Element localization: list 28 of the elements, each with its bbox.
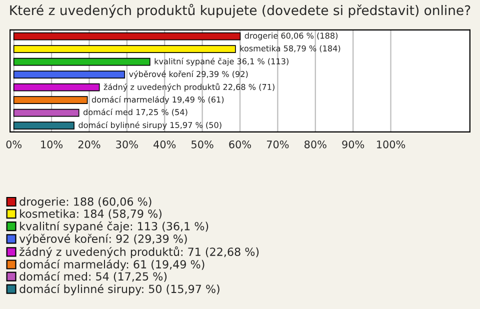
x-tick-label: 10% xyxy=(41,140,63,148)
data-label: výběrové koření 29,39 % (92) xyxy=(129,70,248,79)
x-tick-label: 40% xyxy=(154,140,176,148)
x-tick-label: 20% xyxy=(78,140,100,148)
data-label: kvalitní sypané čaje 36,1 % (113) xyxy=(154,58,288,66)
legend-label: drogerie: 188 (60,06 %) xyxy=(20,197,152,208)
chart-title: Které z uvedených produktů kupujete (dovedete si představit) online? xyxy=(10,4,470,18)
legend-label: domácí bylinné sirupy: 50 (15,97 %) xyxy=(20,284,220,296)
data-label: domácí bylinné sirupy 15,97 % (50) xyxy=(78,122,222,130)
legend-label: domácí marmelády: 61 (19,49 %) xyxy=(20,259,204,271)
data-label: kosmetika 58,79 % (184) xyxy=(240,45,340,52)
legend-label: žádný z uvedených produktů: 71 (22,68 %) xyxy=(20,246,259,258)
x-tick-label: 70% xyxy=(266,140,289,148)
data-label: žádný z uvedených produktů 22,68 % (71) xyxy=(104,83,274,92)
x-tick-label: 90% xyxy=(342,140,364,148)
legend-label: kvalitní sypané čaje: 113 (36,1 %) xyxy=(20,221,208,233)
x-tick-label: 0% xyxy=(6,140,22,148)
legend-label: domácí med: 54 (17,25 %) xyxy=(20,272,167,282)
x-tick-label: 50% xyxy=(192,140,214,148)
x-tick-label: 100% xyxy=(377,140,406,148)
data-label: domácí med 17,25 % (54) xyxy=(83,108,188,116)
x-tick-label: 80% xyxy=(304,140,326,148)
data-label: domácí marmelády 19,49 % (61) xyxy=(92,96,224,104)
x-tick-label: 30% xyxy=(116,140,138,148)
x-tick-label: 60% xyxy=(229,140,251,148)
data-label: drogerie 60,06 % (188) xyxy=(244,32,338,40)
legend-label: kosmetika: 184 (58,79 %) xyxy=(20,209,162,220)
legend-label: výběrové koření: 92 (29,39 %) xyxy=(19,234,187,246)
